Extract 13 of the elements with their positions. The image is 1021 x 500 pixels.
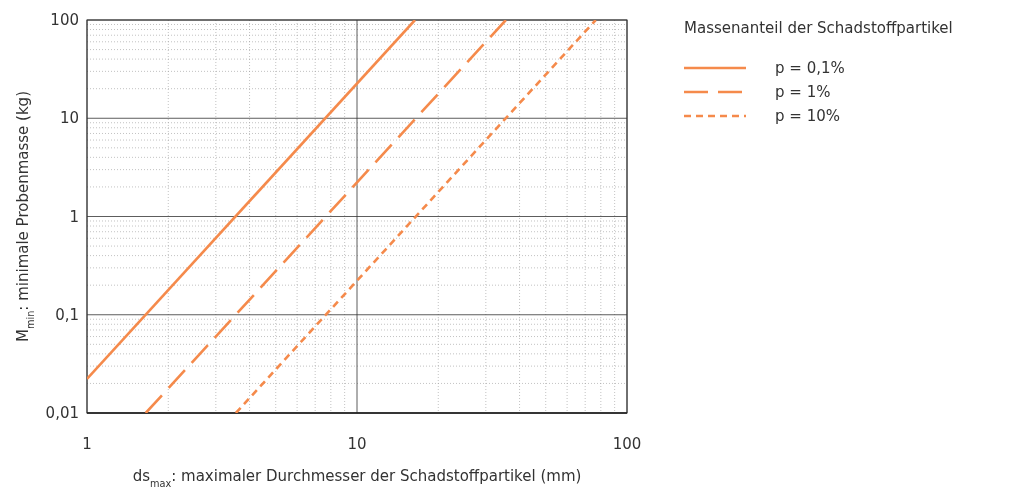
legend-title: Massenanteil der Schadstoffpartikel <box>684 19 953 37</box>
legend-label: p = 1% <box>775 83 831 101</box>
x-tick-label: 100 <box>612 435 642 453</box>
legend-label: p = 0,1% <box>775 59 845 77</box>
x-tick-label: 10 <box>347 435 367 453</box>
y-tick-label: 1 <box>69 207 79 226</box>
x-tick-label: 1 <box>82 435 92 453</box>
y-tick-label: 0,01 <box>45 404 79 422</box>
y-tick-label: 10 <box>59 109 79 128</box>
legend-label: p = 10% <box>775 107 840 125</box>
y-tick-label: 0,1 <box>55 305 79 324</box>
y-tick-label: 100 <box>50 11 79 29</box>
x-axis-title: ds$_{max}$: maximaler Durchmesser der Schadstoffpartikel (mm) <box>132 467 582 489</box>
